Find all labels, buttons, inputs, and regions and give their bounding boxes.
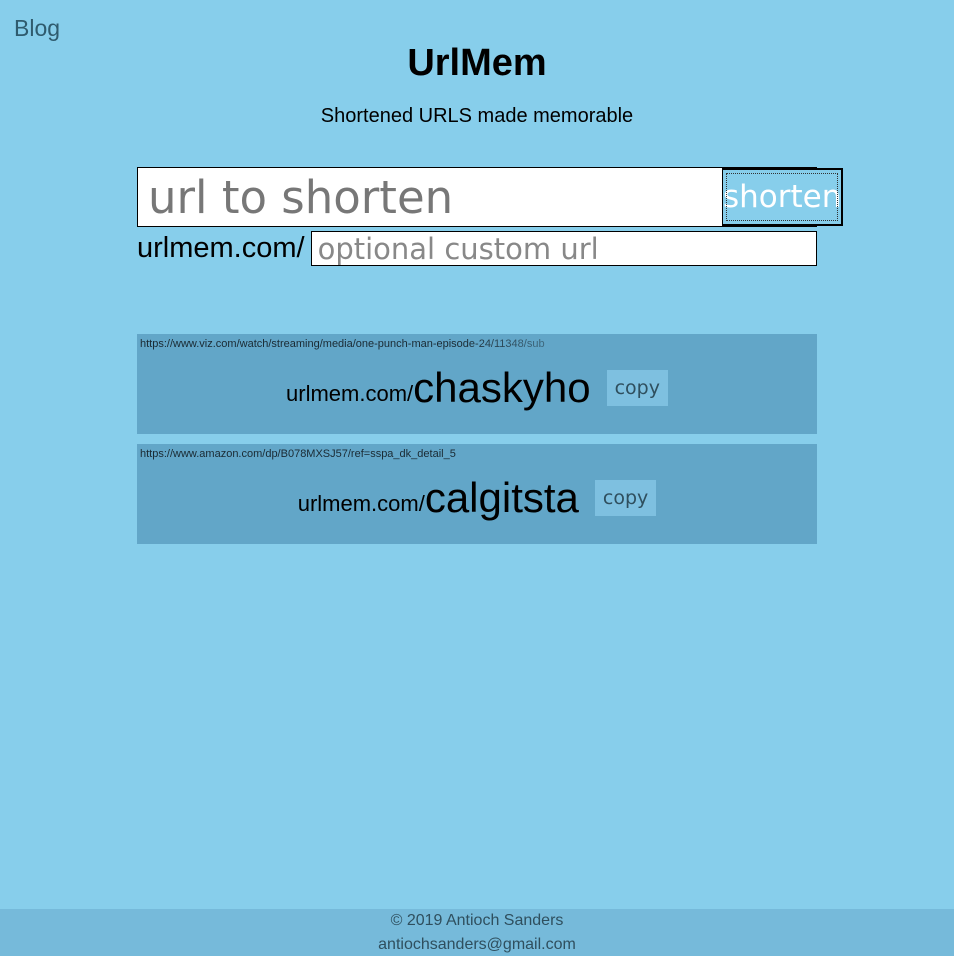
short-url-prefix: urlmem.com/ xyxy=(297,491,425,516)
url-input[interactable] xyxy=(138,168,722,226)
result-card: https://www.viz.com/watch/streaming/medi… xyxy=(137,334,817,434)
copy-button[interactable]: copy xyxy=(606,370,668,406)
page-title: UrlMem xyxy=(407,42,547,84)
footer-email[interactable]: antiochsanders@gmail.com xyxy=(378,936,576,953)
copy-button[interactable]: copy xyxy=(594,480,657,516)
result-card: https://www.amazon.com/dp/B078MXSJ57/ref… xyxy=(137,444,817,544)
custom-url-prefix: urlmem.com/ xyxy=(137,232,305,264)
footer: © 2019 Antioch Sanders antiochsanders@gm… xyxy=(0,909,954,956)
custom-url-row: urlmem.com/ xyxy=(137,231,817,266)
footer-copyright: © 2019 Antioch Sanders xyxy=(390,912,564,929)
original-url: https://www.amazon.com/dp/B078MXSJ57/ref… xyxy=(140,448,456,460)
short-url-prefix: urlmem.com/ xyxy=(286,381,414,406)
shorten-form: shorten xyxy=(137,167,844,227)
page-subtitle: Shortened URLS made memorable xyxy=(320,105,634,127)
original-url: https://www.viz.com/watch/streaming/medi… xyxy=(140,338,545,350)
custom-url-input[interactable] xyxy=(310,231,817,266)
shorten-button[interactable]: shorten xyxy=(722,168,844,226)
short-url-code[interactable]: chaskyho xyxy=(413,364,591,411)
short-url-code[interactable]: calgitsta xyxy=(424,474,579,521)
short-url-line: urlmem.com/ chaskyho copy xyxy=(137,362,817,412)
blog-link[interactable]: Blog xyxy=(14,15,61,41)
shorten-button-label: shorten xyxy=(723,179,842,215)
short-url-line: urlmem.com/ calgitsta copy xyxy=(137,472,817,522)
